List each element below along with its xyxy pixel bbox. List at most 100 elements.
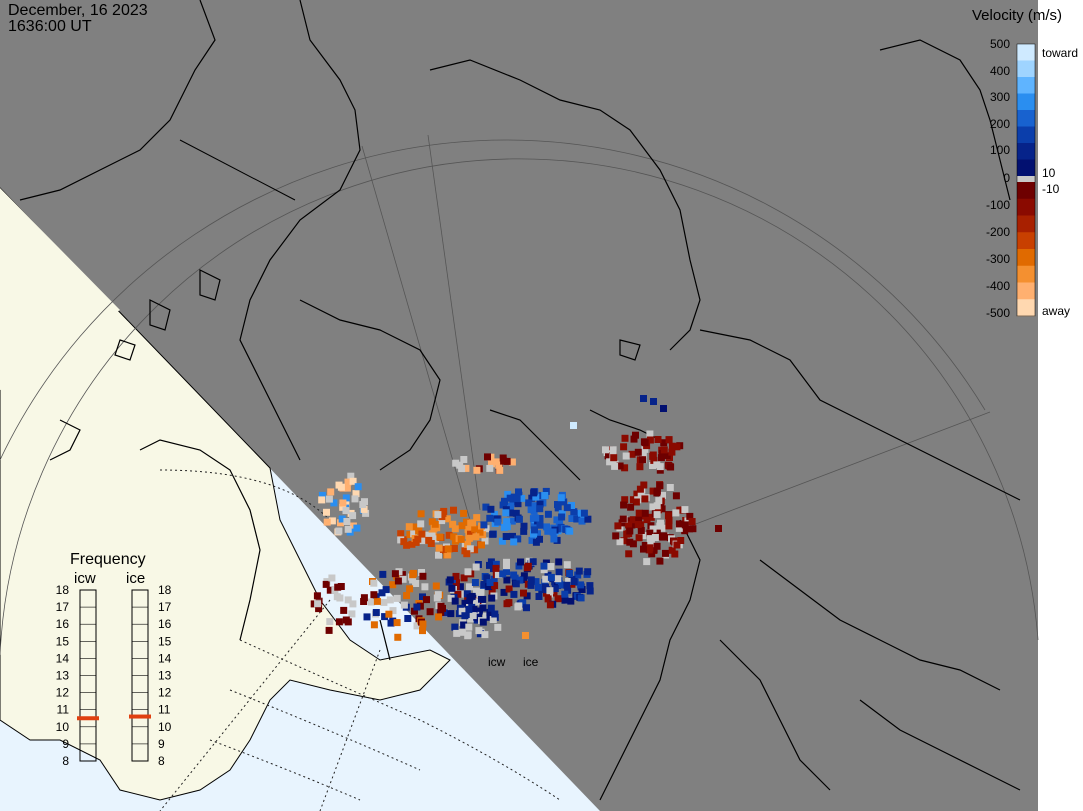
scatter-cell	[370, 579, 378, 587]
scatter-cell	[314, 600, 322, 608]
scatter-cell	[618, 519, 626, 527]
frequency-scale-label: 13	[56, 669, 70, 683]
colorbar-tick-label: 10	[1042, 166, 1056, 180]
colorbar-segment-away	[1017, 265, 1035, 283]
scatter-cell	[343, 518, 351, 525]
scatter-cell	[424, 531, 432, 539]
daylight-land-2	[0, 188, 120, 390]
scatter-cell	[463, 518, 470, 526]
scatter-cell	[451, 537, 459, 545]
scatter-cell	[653, 511, 661, 519]
scatter-cell	[472, 598, 480, 606]
scatter-cell	[653, 528, 661, 536]
scatter-cell	[469, 612, 477, 620]
scatter-cell	[586, 587, 594, 595]
scatter-cell	[649, 462, 656, 469]
scatter-cell	[605, 452, 612, 460]
scatter-cell	[673, 541, 681, 549]
scatter-cell	[563, 504, 571, 512]
scatter-cell	[610, 454, 618, 462]
frequency-scale-label: 14	[158, 651, 172, 665]
scatter-cell	[643, 516, 651, 524]
scatter-cell	[646, 436, 654, 444]
scatter-cell	[488, 460, 495, 468]
colorbar	[1016, 43, 1036, 317]
frequency-scale-label: 11	[158, 703, 171, 717]
scatter-cell	[635, 534, 643, 542]
scatter-cell	[349, 600, 357, 608]
scatter-cell	[530, 507, 538, 515]
frequency-title: Frequency	[70, 551, 146, 568]
scatter-cell	[515, 515, 523, 523]
scatter-cell	[417, 510, 425, 518]
scatter-cell	[410, 530, 418, 538]
scatter-cell	[444, 545, 452, 553]
scatter-cell	[619, 515, 627, 523]
scatter-cell	[668, 546, 676, 554]
frequency-scale-label: 17	[56, 600, 70, 614]
scatter-cell	[344, 478, 352, 486]
colorbar-tick-label: 400	[990, 64, 1010, 78]
scatter-cell	[326, 618, 334, 626]
scatter-cell	[653, 502, 661, 510]
scatter-cell	[447, 594, 455, 602]
scatter-cell	[660, 446, 668, 454]
scatter-cell	[520, 576, 528, 584]
scatter-cell	[536, 521, 544, 529]
scatter-cell	[451, 525, 459, 533]
scatter-cell	[515, 562, 523, 570]
scatter-cell	[367, 598, 375, 606]
scatter-cell	[389, 617, 397, 625]
scatter-cell	[578, 586, 586, 593]
scatter-cell	[651, 534, 659, 541]
scatter-cell	[524, 562, 532, 570]
frequency-scale-label: 9	[62, 737, 69, 751]
scatter-cell	[612, 532, 620, 540]
colorbar-segment-away	[1017, 249, 1035, 267]
scatter-cell	[471, 546, 479, 554]
colorbar-segment-toward	[1017, 110, 1035, 127]
frequency-scale-label: 15	[158, 634, 172, 648]
scatter-cell	[491, 582, 499, 590]
scatter-cell	[663, 452, 671, 460]
frequency-scale-label: 16	[56, 617, 70, 631]
scatter-cell	[370, 621, 378, 629]
scatter-cell	[360, 598, 368, 605]
scatter-cell	[653, 487, 661, 495]
scatter-cell	[544, 510, 552, 518]
scatter-cell	[505, 599, 513, 607]
scatter-cell	[344, 525, 352, 533]
frequency-indicator-icw	[77, 716, 99, 721]
scatter-cell	[654, 506, 662, 514]
scatter-cell	[431, 520, 439, 528]
scatter-cell	[546, 601, 554, 609]
scatter-cell	[508, 517, 516, 525]
scatter-cell	[470, 606, 478, 613]
colorbar-tick-label: 100	[990, 143, 1010, 157]
scatter-cell	[472, 563, 480, 571]
boundary-line	[179, 139, 296, 201]
scatter-cell	[514, 535, 522, 543]
scatter-cell	[658, 505, 666, 513]
longitude-grid	[361, 134, 991, 531]
colorbar-segment-away	[1017, 215, 1035, 233]
scatter-cell	[389, 607, 397, 615]
scatter-cell	[673, 443, 681, 451]
scatter-cell	[646, 535, 654, 543]
scatter-cell	[544, 595, 552, 603]
scatter-cell	[519, 599, 527, 607]
scatter-cell	[427, 540, 435, 547]
scatter-cell	[641, 445, 649, 453]
scatter-cell	[498, 537, 506, 545]
scatter-cell	[423, 596, 430, 604]
scatter-cell	[463, 590, 471, 598]
scatter-cell	[486, 579, 494, 586]
scatter-cell	[393, 619, 401, 627]
scatter-cell	[515, 488, 522, 496]
scatter-cell	[688, 518, 696, 525]
scatter-cell	[434, 591, 442, 599]
colorbar-segment-away	[1017, 232, 1035, 250]
scatter-cell	[505, 585, 513, 593]
colorbar-title: Velocity (m/s)	[972, 7, 1062, 24]
